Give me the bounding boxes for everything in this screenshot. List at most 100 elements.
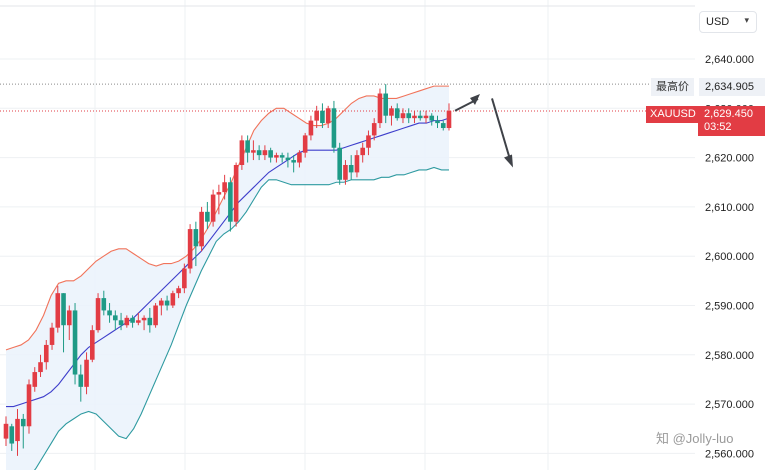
candle-body [331, 108, 337, 148]
middle-band-line [6, 117, 450, 408]
candle-body [187, 229, 193, 269]
candle-body [20, 418, 26, 427]
candle-body [400, 113, 406, 119]
candle-body [55, 293, 61, 328]
down-arrow-head [504, 154, 513, 168]
candle-body [423, 115, 429, 119]
high-price-value: 2,634.905 [699, 78, 765, 96]
candle-body [366, 135, 371, 148]
y-tick-label: 2,640.000 [705, 54, 754, 66]
chevron-down-icon: ▾ [744, 15, 749, 25]
y-tick-label: 2,590.000 [705, 301, 754, 313]
candle-body [291, 160, 296, 163]
candle-body [72, 310, 78, 375]
currency-select[interactable]: USD ▾ [699, 11, 757, 33]
last-price-value: 2,629.450 [704, 108, 753, 120]
candle-body [32, 372, 38, 387]
candle-body [182, 268, 187, 289]
candle-body [9, 426, 15, 444]
candle-body [302, 135, 308, 153]
candle-body [107, 310, 112, 316]
candle-body [394, 108, 400, 119]
candle-body [429, 115, 435, 121]
lower-band-line [33, 166, 449, 470]
candle-body [440, 123, 446, 129]
candle-body [210, 194, 216, 222]
candle-body [136, 320, 141, 323]
candle-body [262, 150, 268, 156]
candle-body [176, 288, 181, 294]
candle-body [193, 229, 199, 247]
candle-body [205, 211, 210, 222]
candle-body [228, 182, 233, 222]
last-price-badge: 2,629.450 03:52 [698, 106, 765, 136]
candle-body [130, 317, 135, 323]
candle-body [164, 300, 170, 306]
candle-body [412, 115, 417, 119]
candle-body [159, 300, 164, 306]
candle-body [124, 317, 130, 326]
symbol-badge: XAUUSD [646, 106, 700, 123]
upper-band-line [5, 85, 449, 351]
candle-body [285, 157, 291, 161]
candle-body [417, 115, 423, 119]
candle-body [153, 305, 158, 326]
bar-countdown: 03:52 [704, 121, 732, 133]
candle-body [3, 423, 9, 439]
candle-body [66, 310, 72, 326]
candle-body [239, 140, 245, 165]
y-tick-label: 2,620.000 [705, 153, 754, 165]
candle-body [95, 298, 101, 331]
candle-body [170, 293, 176, 306]
candle-body [101, 298, 107, 311]
candle-body [274, 155, 279, 158]
watermark: 知 @Jolly-luo [656, 431, 734, 446]
candle-body [141, 317, 147, 321]
candle-body [354, 155, 360, 173]
candle-body [256, 150, 262, 156]
candle-body [360, 147, 366, 156]
candle-body [377, 93, 383, 124]
high-price-label: 最高价 [651, 78, 694, 96]
candle-body [343, 164, 348, 180]
band-fill [6, 86, 449, 470]
candle-body [279, 155, 285, 158]
y-tick-label: 2,600.000 [705, 251, 754, 263]
candle-body [222, 182, 227, 193]
candle-body [147, 317, 153, 326]
candle-body [308, 120, 314, 136]
y-tick-label: 2,570.000 [705, 399, 754, 411]
candle-body [371, 123, 377, 136]
candle-body [233, 164, 239, 222]
candle-body [320, 110, 325, 124]
candle-body [314, 110, 319, 121]
candle-body [406, 113, 412, 119]
candle-body [15, 418, 20, 442]
candle-body [251, 150, 256, 153]
candle-body [297, 152, 302, 163]
candle-body [113, 315, 118, 321]
candle-body [446, 110, 452, 129]
candle-body [118, 320, 124, 326]
currency-label: USD [706, 16, 730, 28]
candle-body [216, 192, 222, 195]
candle-body [435, 120, 440, 124]
candle-body [337, 147, 342, 180]
candle-body [245, 140, 250, 153]
candle-body [49, 327, 55, 345]
candle-body [348, 164, 354, 173]
candle-body [383, 93, 389, 116]
candle-body [61, 293, 66, 326]
candle-body [199, 211, 204, 247]
y-tick-label: 2,560.000 [705, 448, 754, 460]
candle-body [78, 374, 84, 387]
up-arrow-head [470, 93, 480, 105]
candle-body [89, 330, 95, 360]
candle-body [325, 108, 331, 124]
candle-body [84, 359, 89, 387]
down-arrow-line [491, 98, 511, 160]
y-tick-label: 2,580.000 [705, 350, 754, 362]
candle-body [389, 108, 394, 116]
y-tick-label: 2,610.000 [705, 202, 754, 214]
